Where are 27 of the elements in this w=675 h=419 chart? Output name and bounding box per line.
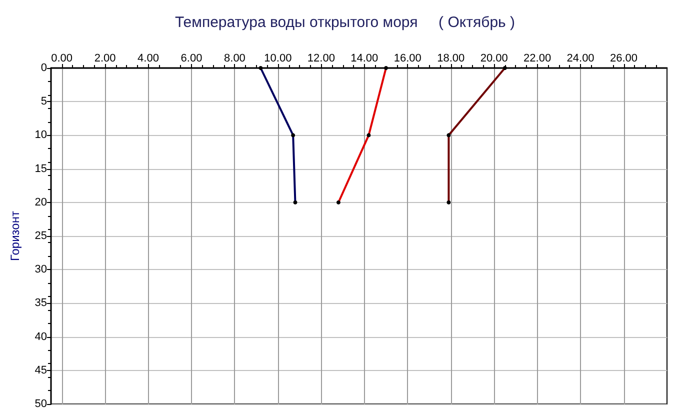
x-tick-label: 0.00 [51,52,73,64]
x-tick-label: 2.00 [94,52,116,64]
y-tick-label: 50 [34,398,47,410]
y-tick-label: 0 [40,62,47,74]
y-tick-label: 45 [34,364,47,376]
y-tick-label: 25 [34,230,47,242]
x-tick-label: 8.00 [224,52,246,64]
y-tick-label: 40 [34,330,47,343]
y-tick-label: 35 [34,297,47,310]
x-tick-label: 20.00 [480,52,508,64]
x-tick-label: 12.00 [307,52,335,64]
y-tick-label: 30 [34,264,47,276]
x-tick-label: 26.00 [610,52,638,64]
x-tick-label: 16.00 [394,52,422,64]
x-tick-label: 10.00 [264,52,292,64]
x-tick-label: 6.00 [180,52,202,64]
x-tick-label: 22.00 [524,52,552,64]
y-tick-label: 15 [34,162,47,175]
chart-title: Температура воды открытого моря ( Октябрь ) [174,14,516,31]
x-tick-label: 24.00 [566,52,594,64]
x-tick-label: 18.00 [437,52,465,64]
y-tick-label: 10 [34,129,47,142]
y-axis-title: Горизонт [8,210,22,261]
x-tick-label: 14.00 [350,52,378,64]
y-tick-label: 5 [40,96,47,108]
y-tick-label: 20 [34,196,47,208]
x-tick-label: 4.00 [138,52,159,64]
